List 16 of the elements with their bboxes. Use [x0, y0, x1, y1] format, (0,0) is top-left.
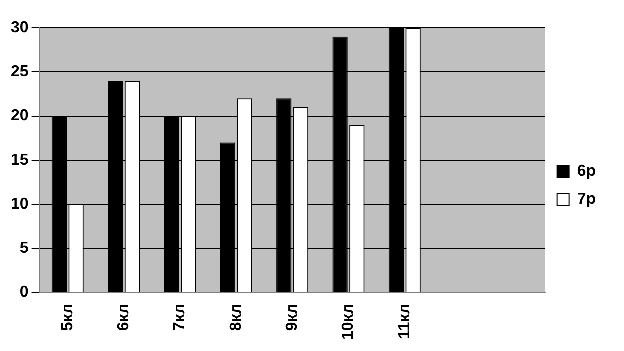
y-tick-label: 15: [11, 152, 29, 169]
y-tick-label: 20: [11, 108, 29, 125]
y-tick-label: 0: [20, 284, 29, 302]
x-tick-label: 9кл: [284, 304, 301, 332]
x-tick-label: 10кл: [340, 304, 358, 340]
x-tick-label: 11кл: [396, 304, 414, 340]
x-tick-label: 7кл: [172, 304, 189, 332]
legend-label: 7р: [577, 190, 596, 208]
x-tick-label: 5кл: [59, 304, 76, 332]
x-tick-label: 6кл: [115, 304, 132, 332]
y-tick-label: 10: [11, 196, 29, 213]
y-tick-label: 5: [20, 240, 29, 258]
x-tick-label: 8кл: [228, 304, 245, 332]
y-tick-label: 30: [11, 19, 29, 36]
y-tick-label: 25: [11, 64, 29, 81]
legend-label: 6р: [577, 162, 596, 180]
